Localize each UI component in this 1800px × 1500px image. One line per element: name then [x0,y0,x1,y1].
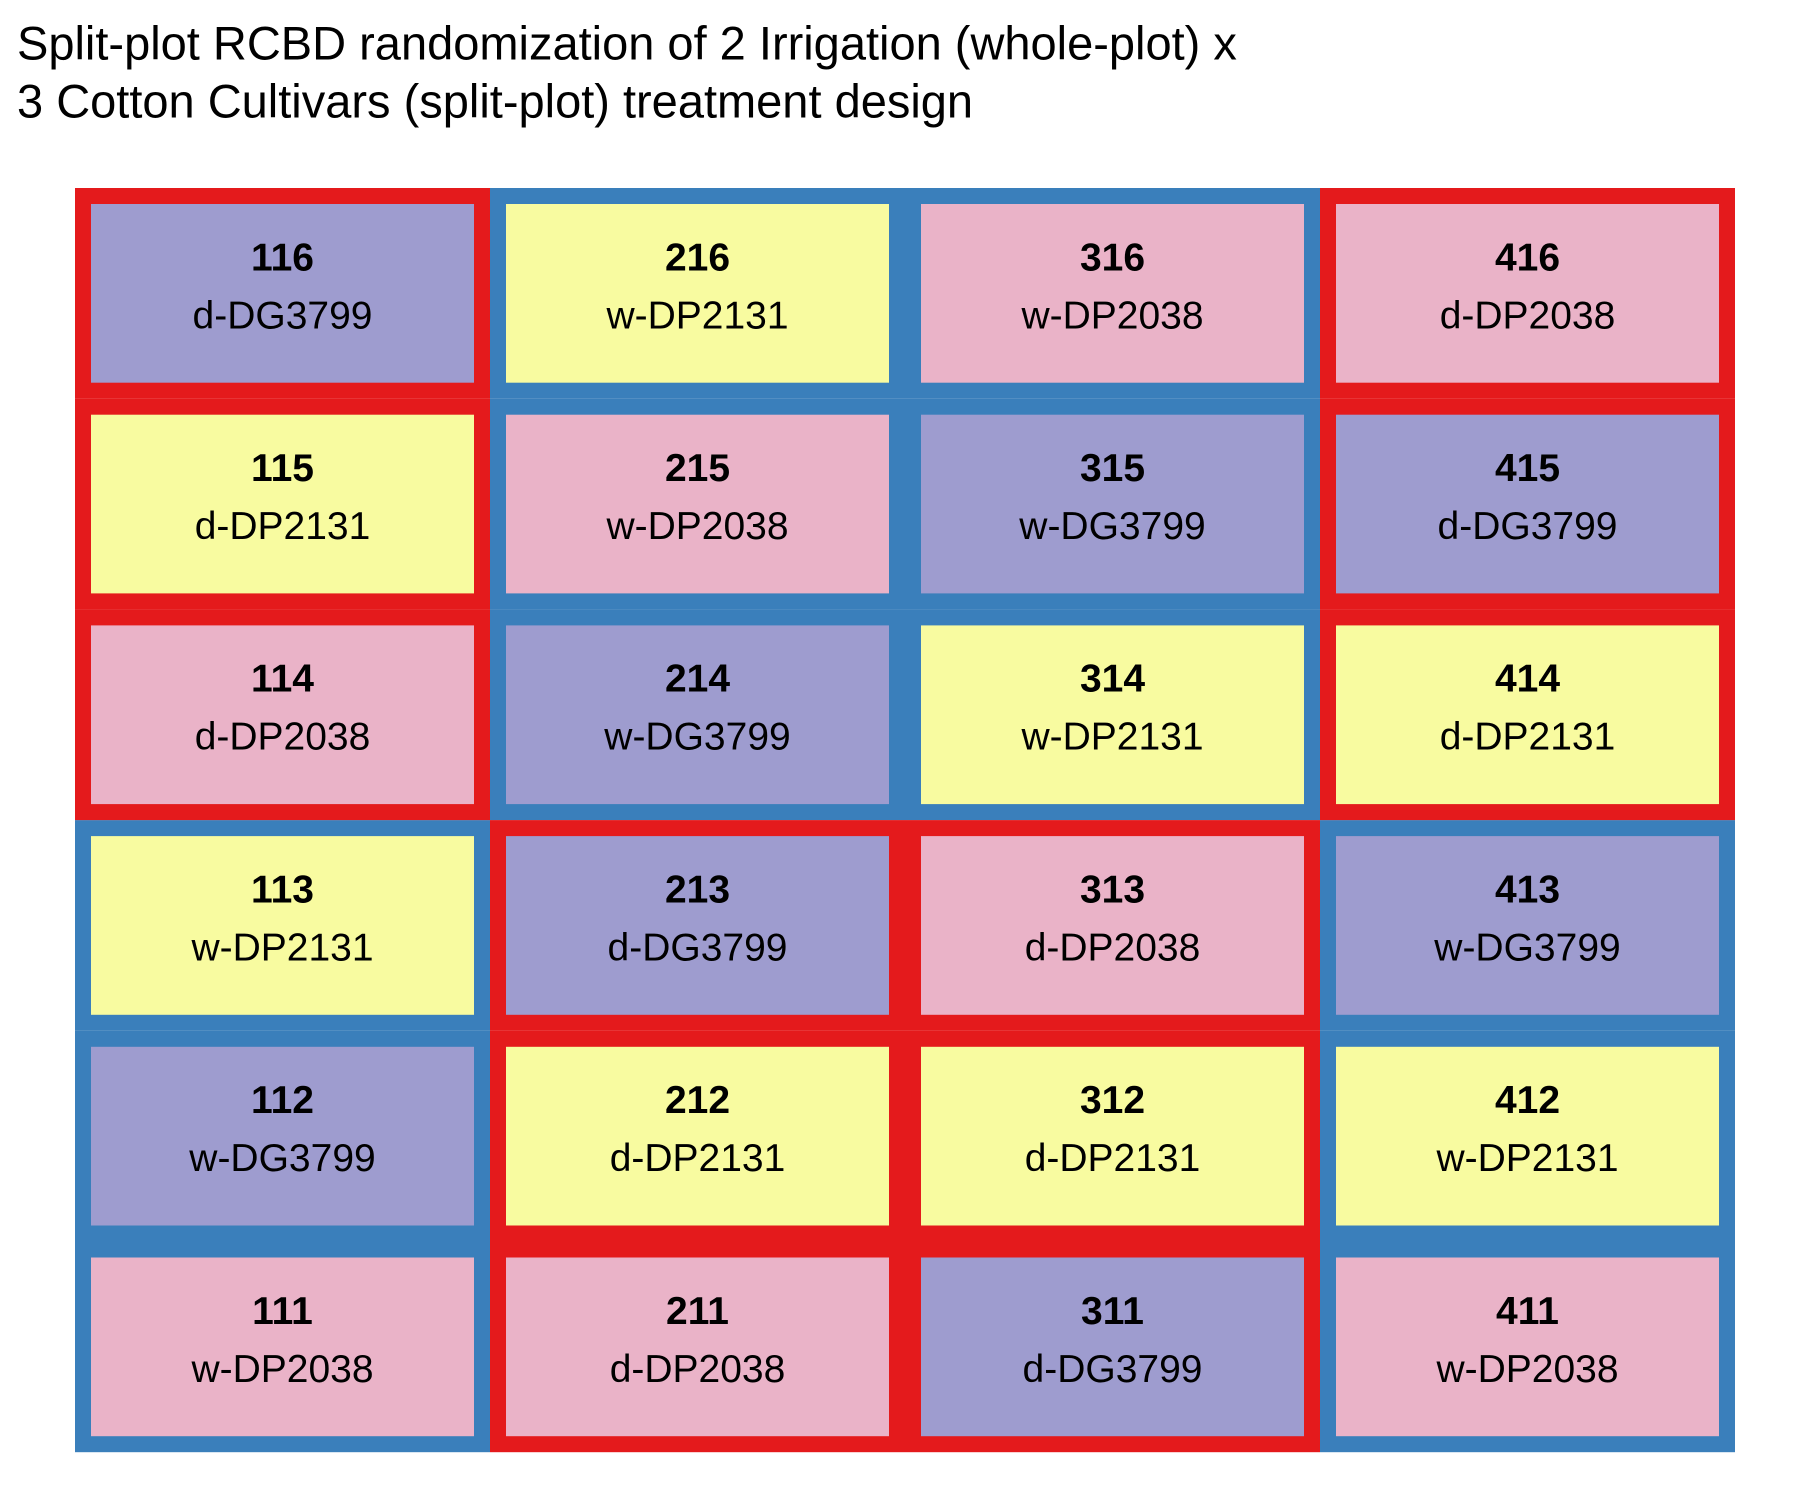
plot-number: 214 [665,658,730,701]
treatment-label: w-DP2131 [1435,1137,1618,1180]
treatment-label: w-DG3799 [1018,505,1205,548]
plot-number: 316 [1080,236,1145,279]
treatment-label: d-DP2038 [1440,294,1616,337]
plot-cell [1320,398,1735,610]
plot-cell [1320,1241,1735,1453]
plot-cell [75,820,490,1031]
plot-cell [75,1030,490,1242]
plot-cell [75,188,490,399]
plot-number: 313 [1080,868,1145,911]
plot-cell [490,609,905,821]
treatment-label: w-DG3799 [603,716,790,759]
treatment-label: w-DP2038 [605,505,788,548]
plot-number: 416 [1495,236,1560,279]
treatment-label: w-DP2038 [1435,1348,1618,1391]
plot-cell [490,820,905,1031]
plot-cell [75,1241,490,1453]
treatment-label: d-DP2038 [195,716,371,759]
plot-cell [905,398,1320,610]
title-line: Split-plot RCBD randomization of 2 Irrig… [17,16,1237,69]
plot-number: 112 [251,1079,314,1122]
plot-number: 414 [1495,658,1560,701]
plot-number: 311 [1081,1290,1144,1333]
plot-number: 412 [1495,1079,1560,1122]
plot-number: 411 [1496,1290,1559,1333]
plot-cell [490,398,905,610]
plot-number: 314 [1080,658,1145,701]
treatment-label: w-DP2131 [605,294,788,337]
treatment-label: d-DP2131 [1440,716,1616,759]
plot-number: 212 [665,1079,730,1122]
title-line: 3 Cotton Cultivars (split-plot) treatmen… [17,74,973,127]
plot-cell [75,609,490,821]
plot-cell [75,398,490,610]
plot-cell [905,820,1320,1031]
plot-number: 211 [666,1290,729,1333]
plot-cell [905,1030,1320,1242]
treatment-label: w-DP2038 [190,1348,373,1391]
plot-cell [490,188,905,399]
plot-cell [1320,609,1735,821]
plot-cell [1320,820,1735,1031]
plot-number: 415 [1495,447,1560,490]
plot-number: 315 [1080,447,1145,490]
plot-cell [1320,1030,1735,1242]
plot-number: 312 [1080,1079,1145,1122]
treatment-label: w-DP2131 [190,926,373,969]
plot-cell [905,188,1320,399]
treatment-label: d-DP2038 [1025,926,1201,969]
treatment-label: w-DG3799 [188,1137,375,1180]
plot-cell [905,609,1320,821]
treatment-label: d-DP2131 [1025,1137,1201,1180]
plot-cell [1320,188,1735,399]
treatment-label: w-DP2038 [1020,294,1203,337]
plot-cell [490,1241,905,1453]
treatment-label: d-DG3799 [608,926,788,969]
treatment-label: d-DG3799 [1023,1348,1203,1391]
treatment-label: d-DP2131 [610,1137,786,1180]
treatment-label: d-DP2131 [195,505,371,548]
plot-number: 115 [251,447,314,490]
plot-number: 213 [665,868,730,911]
treatment-label: w-DP2131 [1020,716,1203,759]
plot-number: 116 [251,236,314,279]
plot-cell [905,1241,1320,1453]
plot-number: 114 [251,658,314,701]
plot-number: 113 [251,868,314,911]
treatment-label: d-DP2038 [610,1348,786,1391]
treatment-label: w-DG3799 [1433,926,1620,969]
plot-number: 111 [252,1290,313,1333]
plot-number: 216 [665,236,730,279]
treatment-label: d-DG3799 [1438,505,1618,548]
plot-cell [490,1030,905,1242]
treatment-label: d-DG3799 [193,294,373,337]
plot-number: 413 [1495,868,1560,911]
plot-number: 215 [665,447,730,490]
